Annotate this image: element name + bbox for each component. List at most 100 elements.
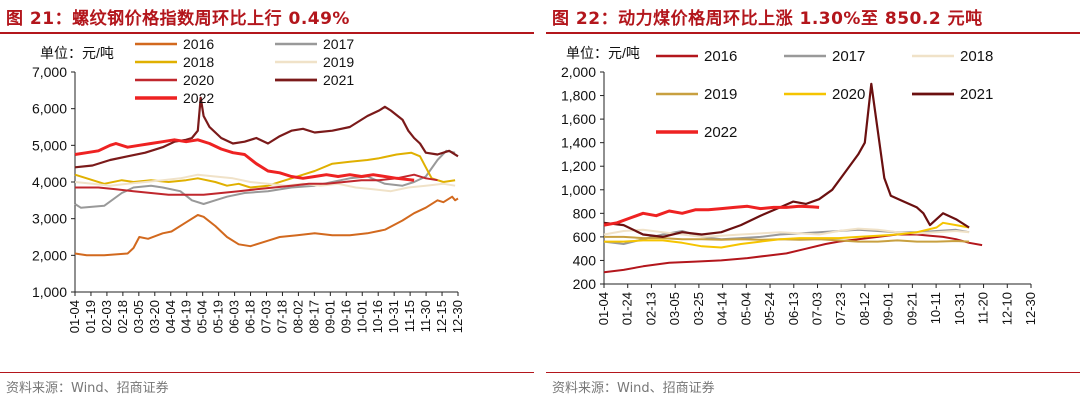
legend-label-2022: 2022: [704, 124, 737, 141]
legend-label-2022: 2022: [183, 90, 214, 106]
y-tick-label: 4,000: [32, 174, 67, 190]
source-note: 资料来源：Wind、招商证券: [6, 381, 169, 396]
series-line-2020: [75, 173, 438, 196]
x-tick-label: 09-01: [881, 292, 896, 325]
series-line-2017: [74, 149, 456, 209]
x-tick-label: 03-05: [131, 300, 146, 333]
legend-label-2019: 2019: [704, 86, 737, 103]
x-tick-label: 10-31: [386, 300, 401, 333]
x-tick-label: 12-30: [450, 300, 465, 333]
x-tick-label: 08-02: [290, 300, 305, 333]
x-tick-label: 07-18: [274, 300, 289, 333]
x-tick-label: 03-05: [667, 292, 682, 325]
x-tick-label: 09-21: [904, 292, 919, 325]
x-tick-label: 09-16: [338, 300, 353, 333]
y-tick-label: 1,200: [561, 158, 596, 174]
y-tick-label: 200: [573, 276, 597, 292]
unit-label: 单位：元/吨: [566, 45, 640, 61]
x-tick-label: 10-16: [370, 300, 385, 333]
legend-label-2020: 2020: [183, 72, 214, 88]
x-tick-label: 02-03: [99, 300, 114, 333]
x-tick-label: 04-04: [163, 300, 178, 333]
x-tick-label: 08-12: [857, 292, 872, 325]
steel-price-chart: 1,000 2,000 3,000 4,000 5,000 6,000 7,000 01-04…: [32, 36, 465, 333]
x-tick-label: 07-03: [259, 300, 274, 333]
y-tick-label: 2,000: [32, 247, 67, 263]
x-tick-label: 11-15: [402, 300, 417, 332]
x-tick-label: 09-01: [322, 300, 337, 333]
y-tick-label: 1,000: [561, 182, 596, 198]
x-tick-label: 01-04: [596, 292, 611, 325]
x-tick-label: 06-18: [243, 300, 258, 333]
series-line-2016: [603, 233, 983, 274]
x-tick-label: 10-11: [928, 292, 943, 324]
chart-title: 图 21：螺纹钢价格指数周环比上行 0.49%: [6, 9, 350, 29]
legend-label-2018: 2018: [960, 48, 993, 65]
y-tick-label: 1,400: [561, 135, 596, 151]
y-tick-label: 5,000: [32, 137, 67, 153]
series-line-2019: [74, 173, 456, 193]
legend-label-2019: 2019: [323, 54, 354, 70]
x-tick-label: 06-03: [227, 300, 242, 333]
x-tick-label: 11-20: [976, 292, 991, 324]
legend-label-2021: 2021: [960, 86, 993, 103]
legend-label-2018: 2018: [183, 54, 214, 70]
y-tick-label: 6,000: [32, 101, 67, 117]
x-tick-label: 03-20: [147, 300, 162, 333]
title-rule: [546, 32, 1080, 34]
x-tick-label: 05-24: [762, 292, 777, 325]
coal-price-chart: 200 400 600 800 1,000 1,200 1,400 1,600 1,800 2,0…: [561, 45, 1038, 325]
x-tick-label: 08-17: [306, 300, 321, 333]
y-tick-label: 3,000: [32, 211, 67, 227]
legend-label-2021: 2021: [323, 72, 354, 88]
x-tick-label: 02-18: [115, 300, 130, 333]
legend-label-2016: 2016: [704, 48, 737, 65]
source-note: 资料来源：Wind、招商证券: [552, 381, 715, 396]
x-tick-label: 07-23: [833, 292, 848, 325]
y-tick-label: 1,000: [32, 284, 67, 300]
x-tick-label: 01-24: [620, 292, 635, 325]
unit-label: 单位：元/吨: [40, 45, 114, 61]
x-tick-label: 05-04: [195, 300, 210, 333]
series-line-2016: [74, 195, 459, 257]
series-line-2018: [74, 151, 456, 189]
y-tick-label: 1,600: [561, 111, 596, 127]
chart-panel-coal: 图 22：动力煤价格周环比上涨 1.30%至 850.2 元吨 200 400 60…: [546, 0, 1080, 408]
source-rule: [546, 372, 1080, 373]
x-tick-label: 10-31: [952, 292, 967, 325]
x-tick-label: 05-19: [211, 300, 226, 333]
title-rule: [0, 32, 534, 34]
x-tick-label: 06-13: [786, 292, 801, 325]
series-line-2020: [604, 221, 970, 249]
x-tick-label: 04-19: [179, 300, 194, 333]
series-line-2021: [74, 96, 459, 169]
x-tick-label: 04-14: [715, 292, 730, 325]
x-tick-label: 11-30: [418, 300, 433, 332]
y-tick-label: 600: [573, 229, 597, 245]
x-tick-label: 01-04: [67, 300, 82, 333]
legend-label-2017: 2017: [832, 48, 865, 65]
x-tick-label: 07-03: [810, 292, 825, 325]
x-tick-label: 12-10: [999, 292, 1014, 325]
series-line-2021: [603, 82, 970, 238]
legend-label-2017: 2017: [323, 36, 354, 52]
source-rule: [0, 372, 534, 373]
y-tick-label: 2,000: [561, 64, 596, 80]
series-line-2022: [603, 204, 820, 227]
x-tick-label: 01-19: [83, 300, 98, 333]
x-tick-label: 10-01: [354, 300, 369, 333]
x-tick-label: 12-15: [434, 300, 449, 333]
y-tick-label: 1,800: [561, 88, 596, 104]
y-tick-label: 400: [573, 252, 597, 268]
y-tick-label: 800: [573, 205, 597, 221]
y-tick-label: 7,000: [32, 64, 67, 80]
chart-title: 图 22：动力煤价格周环比上涨 1.30%至 850.2 元吨: [552, 9, 983, 29]
legend-label-2016: 2016: [183, 36, 214, 52]
x-tick-label: 05-04: [738, 292, 753, 325]
x-tick-label: 03-25: [691, 292, 706, 325]
x-tick-label: 12-30: [1023, 292, 1038, 325]
legend-label-2020: 2020: [832, 86, 865, 103]
x-tick-label: 02-13: [643, 292, 658, 325]
chart-panel-steel: 图 21：螺纹钢价格指数周环比上行 0.49% 1,000 2,000 3,000 4…: [0, 0, 534, 408]
series-line-2022: [74, 138, 415, 182]
